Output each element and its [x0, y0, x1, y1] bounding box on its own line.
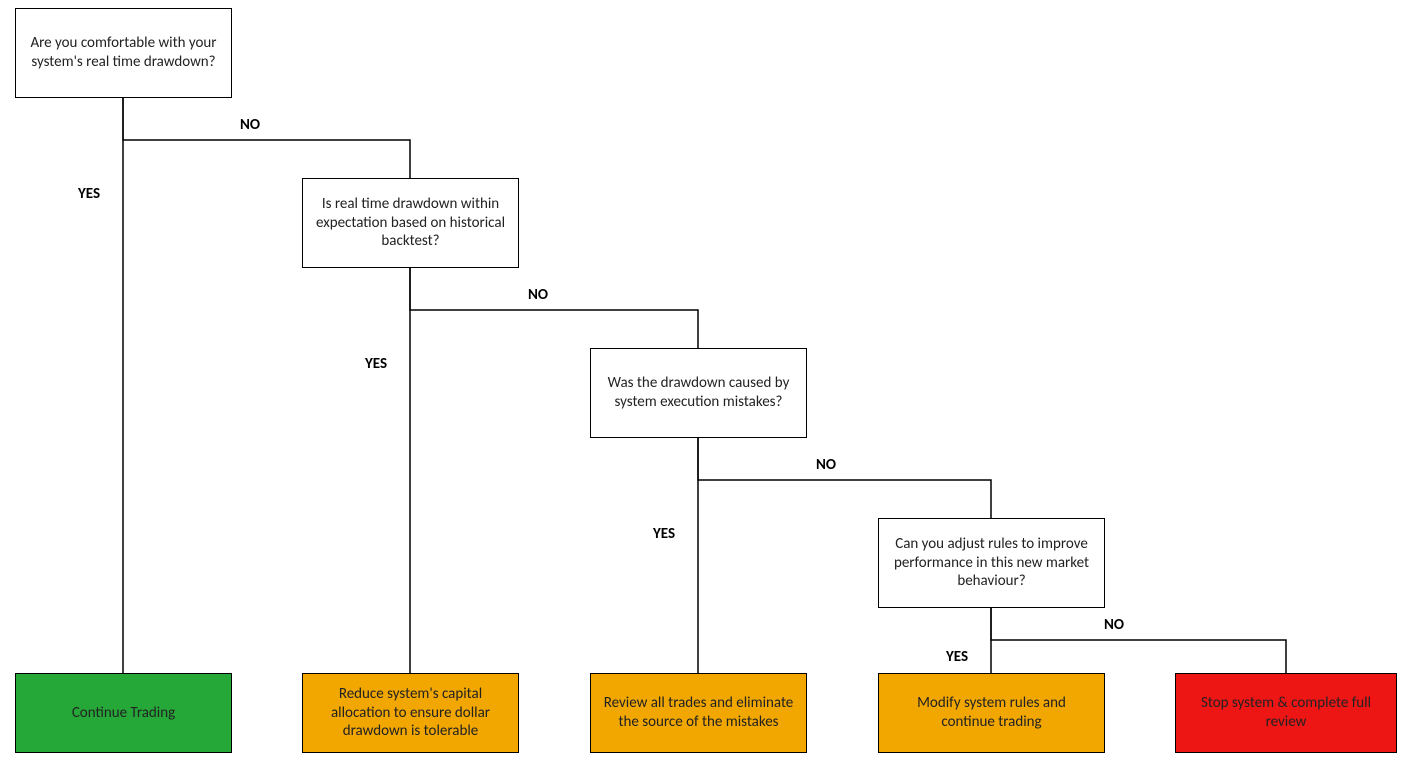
question-q3: Was the drawdown caused by system execut…	[590, 348, 807, 438]
edge-label-4: YES	[653, 525, 675, 543]
outcome-o5: Stop system & complete full review	[1175, 673, 1397, 753]
outcome-o3: Review all trades and eliminate the sour…	[590, 673, 807, 753]
question-q4: Can you adjust rules to improve performa…	[878, 518, 1105, 608]
edge-label-5: NO	[816, 456, 836, 474]
edge-label-6: YES	[946, 648, 968, 666]
edge-q4-o5	[991, 608, 1286, 673]
edge-label-2: YES	[365, 355, 387, 373]
edge-label-1: NO	[240, 116, 260, 134]
edge-label-7: NO	[1104, 616, 1124, 634]
question-q2: Is real time drawdown within expectation…	[302, 178, 519, 268]
outcome-o2: Reduce system's capital allocation to en…	[302, 673, 519, 753]
question-q1: Are you comfortable with your system's r…	[15, 8, 232, 98]
edge-label-0: YES	[78, 185, 100, 203]
edge-q2-q3	[410, 268, 698, 348]
edge-q3-q4	[698, 438, 991, 518]
edge-label-3: NO	[528, 286, 548, 304]
flowchart-canvas: Are you comfortable with your system's r…	[0, 0, 1413, 772]
outcome-o1: Continue Trading	[15, 673, 232, 753]
edge-q1-q2	[123, 98, 410, 178]
outcome-o4: Modify system rules and continue trading	[878, 673, 1105, 753]
